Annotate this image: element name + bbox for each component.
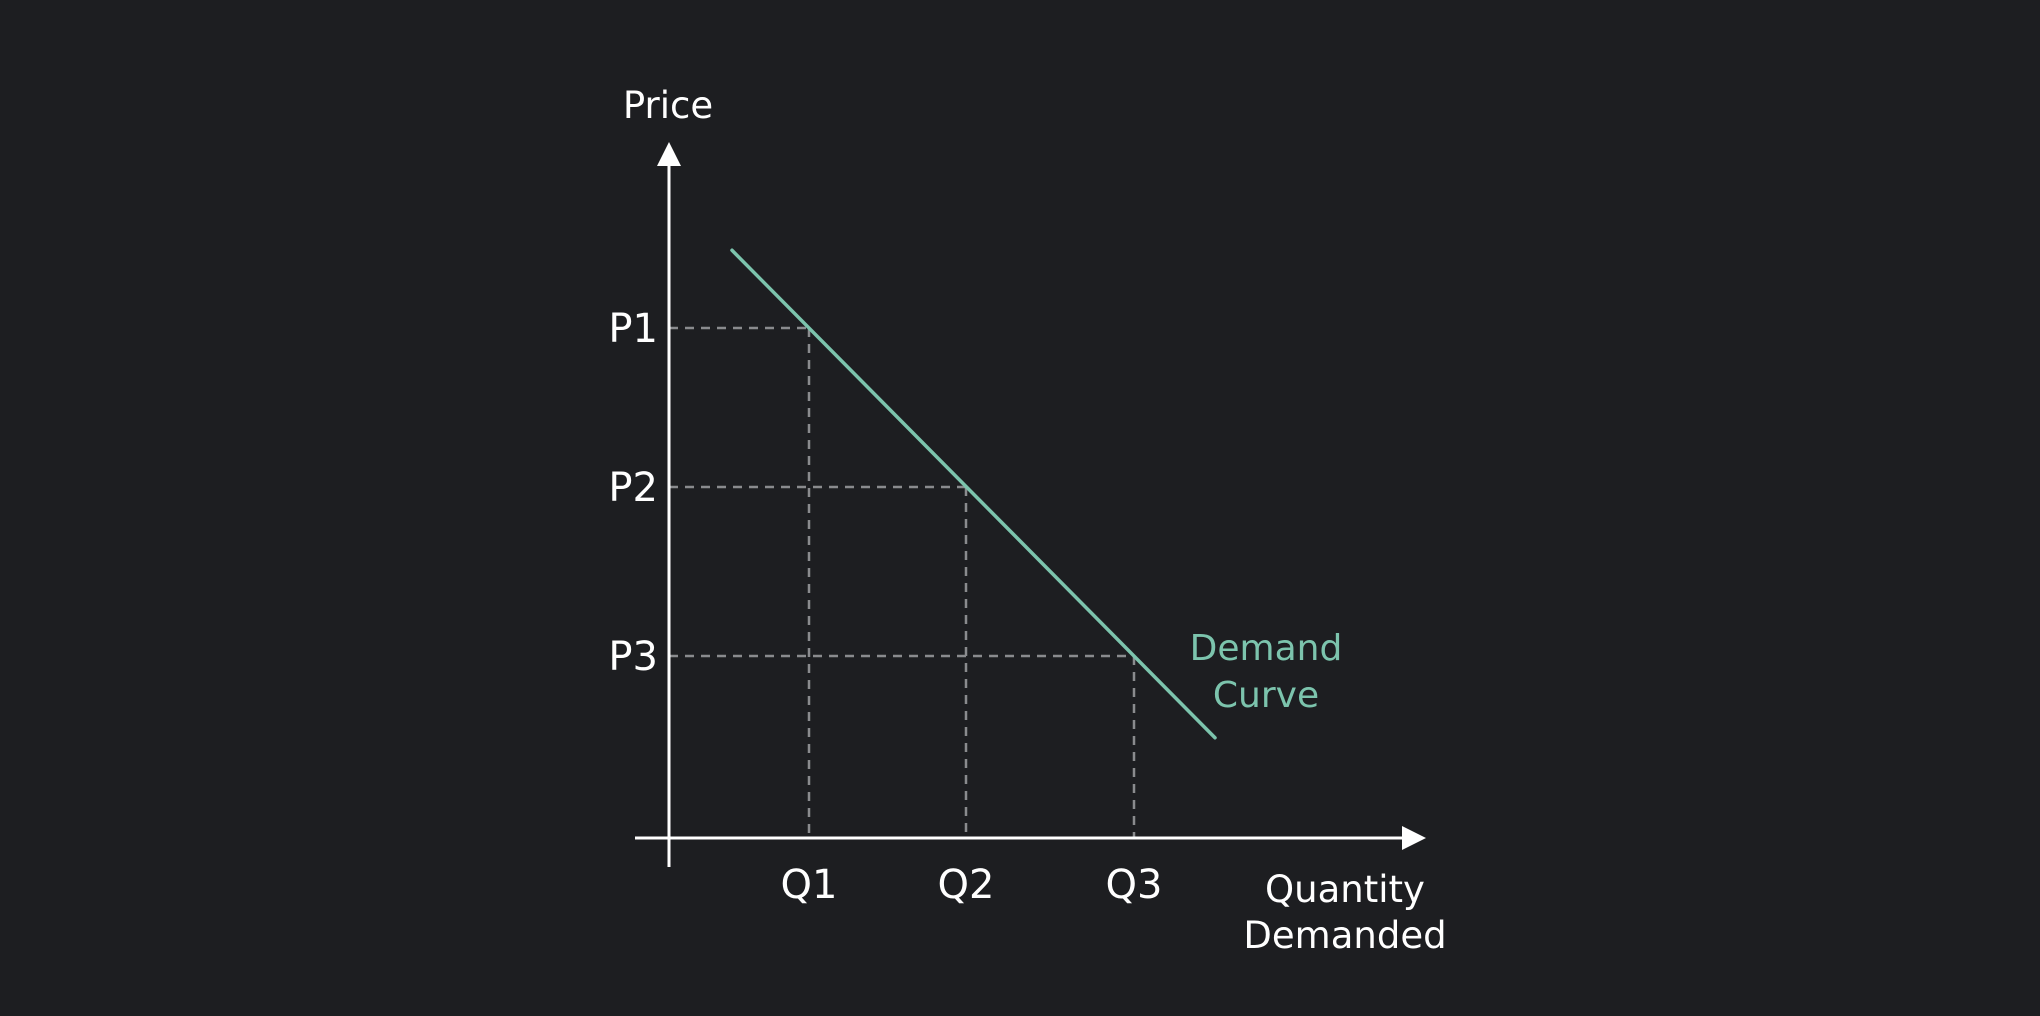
curve-label-line-2: Curve [1213,675,1319,716]
x-tick-label-q3: Q3 [1106,862,1163,908]
guide-lines [669,326,1136,838]
labels: Price Quantity Demanded Demand Curve [623,84,1447,957]
x-axis-label-line-2: Demanded [1243,914,1446,957]
y-tick-label-p1: P1 [608,306,658,352]
demand-curve [730,248,1217,740]
x-tick-label-q1: Q1 [781,862,838,908]
tick-labels: Q1 Q2 Q3 P1 P2 P3 [608,306,1162,908]
y-tick-label-p2: P2 [608,465,658,511]
y-axis-label: Price [623,84,713,127]
curve-label-line-1: Demand [1190,628,1343,669]
demand-curve-line [730,248,1217,740]
axes [635,142,1426,867]
x-tick-label-q2: Q2 [938,862,995,908]
y-tick-label-p3: P3 [608,634,658,680]
x-axis-label-line-1: Quantity [1265,868,1425,911]
y-axis-arrow-icon [657,142,681,166]
x-axis-arrow-icon [1402,826,1426,850]
